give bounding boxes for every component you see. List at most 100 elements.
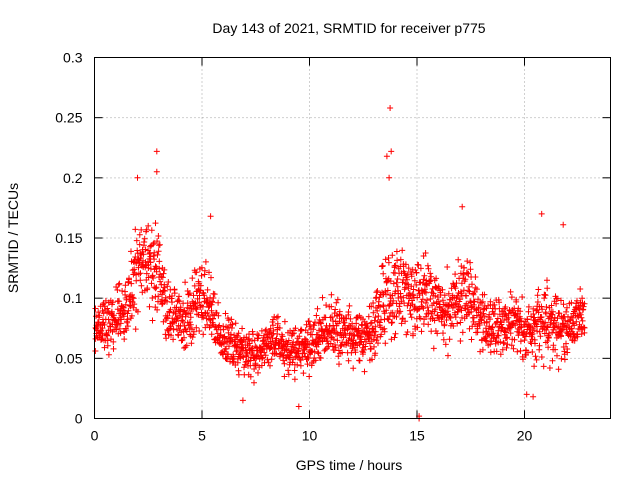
data-point [285, 371, 292, 378]
x-tick-label: 10 [302, 428, 318, 444]
data-point [122, 301, 129, 308]
data-point [334, 296, 341, 303]
data-point [481, 291, 488, 298]
data-point [525, 308, 532, 315]
data-point [393, 248, 400, 255]
data-point [265, 359, 272, 366]
data-point [417, 315, 424, 322]
data-point [402, 261, 409, 268]
data-point [529, 330, 536, 337]
data-point [389, 252, 396, 259]
data-point [317, 319, 324, 326]
data-point [510, 345, 517, 352]
data-point [247, 362, 254, 369]
data-point [545, 344, 552, 351]
data-point [313, 312, 320, 319]
data-point [404, 276, 411, 283]
data-point [119, 288, 126, 294]
data-point [463, 292, 470, 299]
data-point [430, 345, 437, 352]
data-point [381, 328, 388, 335]
data-point [117, 330, 124, 337]
data-point [440, 330, 446, 337]
data-point [295, 348, 302, 355]
data-point [152, 285, 159, 292]
data-point [373, 289, 380, 296]
data-point [427, 296, 434, 302]
data-point [382, 256, 389, 263]
data-point [122, 282, 129, 289]
data-point [407, 311, 414, 318]
data-point [480, 329, 487, 336]
data-point [235, 371, 242, 378]
data-point [189, 275, 196, 282]
data-point [441, 321, 448, 328]
data-point [441, 292, 448, 299]
data-point [336, 361, 342, 368]
data-point [152, 263, 159, 270]
data-point [544, 324, 551, 331]
data-point [143, 226, 150, 233]
data-point [175, 332, 182, 339]
data-point [482, 335, 489, 342]
data-point [150, 241, 157, 248]
data-point [267, 362, 273, 369]
ticks-layer: 0 0.05 0.1 0.15 0.2 0.25 0.3 0 5 10 15 20 [55, 50, 611, 444]
data-point [388, 320, 395, 326]
data-point [377, 304, 384, 310]
data-point [465, 270, 472, 277]
data-point [296, 345, 302, 352]
data-point [138, 226, 145, 233]
data-point [394, 276, 401, 282]
data-point [531, 327, 537, 334]
data-point [393, 313, 400, 320]
data-point [202, 258, 209, 265]
data-point [297, 362, 304, 369]
data-point [211, 291, 218, 298]
data-point [185, 291, 192, 298]
data-point [134, 174, 141, 181]
data-point [531, 314, 538, 321]
data-point [157, 271, 164, 278]
data-point [197, 282, 204, 289]
data-point [385, 259, 392, 266]
data-point [273, 314, 280, 321]
data-point [183, 328, 190, 335]
data-point [544, 277, 550, 284]
data-point [270, 316, 276, 323]
data-point [539, 306, 546, 313]
data-point [252, 343, 259, 350]
data-point [247, 357, 254, 364]
data-point [193, 269, 200, 276]
data-point [190, 292, 197, 299]
data-point [201, 292, 208, 299]
data-point [170, 326, 177, 333]
data-point [319, 294, 326, 301]
data-point [425, 321, 432, 328]
data-point [577, 311, 584, 318]
data-point [513, 296, 520, 303]
data-point [538, 314, 545, 320]
y-tick-label: 0.1 [63, 290, 83, 306]
data-point [109, 299, 116, 306]
data-point [292, 325, 299, 332]
data-point [295, 403, 302, 410]
data-point [439, 286, 446, 293]
data-point [440, 336, 447, 343]
data-point [453, 280, 460, 287]
data-point [208, 331, 215, 338]
data-point [267, 344, 274, 351]
data-point [549, 357, 556, 364]
data-point [581, 324, 588, 331]
data-point [261, 349, 268, 356]
data-point [291, 367, 298, 374]
data-point [95, 309, 102, 316]
data-point [279, 333, 286, 340]
data-point [155, 233, 162, 239]
data-point [126, 302, 133, 309]
data-point [511, 336, 518, 343]
data-point [491, 311, 498, 317]
data-point [400, 294, 407, 301]
data-point [225, 317, 232, 324]
data-point [504, 341, 511, 348]
